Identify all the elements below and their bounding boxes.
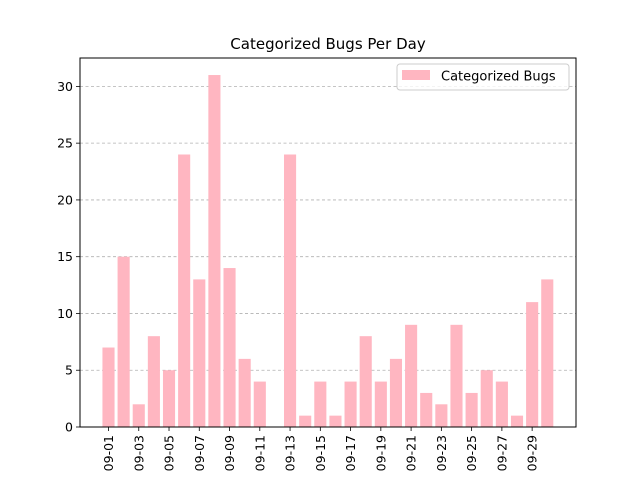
bar [359, 336, 372, 427]
bar [329, 415, 342, 427]
bar [344, 381, 357, 427]
bar [374, 381, 387, 427]
bar [495, 381, 508, 427]
y-tick-label: 10 [57, 306, 73, 321]
x-tick-label: 09-17 [343, 435, 358, 471]
bar [450, 324, 463, 427]
x-tick-label: 09-01 [101, 435, 116, 471]
bar [147, 336, 160, 427]
bar [132, 404, 145, 427]
bar [162, 370, 176, 427]
bar [510, 415, 524, 427]
x-tick-label: 09-19 [373, 435, 388, 471]
bar [405, 324, 418, 427]
legend-swatch [402, 70, 430, 80]
x-tick-label: 09-09 [222, 435, 237, 471]
bar [314, 381, 327, 427]
bar [299, 415, 312, 427]
bar [435, 404, 448, 427]
chart-title: Categorized Bugs Per Day [230, 35, 426, 53]
y-tick-label: 20 [57, 192, 73, 207]
y-axis: 0 5 10 15 20 25 30 [57, 79, 80, 435]
y-tick-label: 25 [57, 136, 73, 151]
grid-lines [80, 85, 576, 371]
bar [208, 75, 221, 428]
bar [253, 381, 266, 427]
x-tick-label: 09-27 [494, 435, 509, 471]
axes-frame [79, 57, 577, 428]
bar [193, 279, 206, 427]
legend-box [396, 63, 570, 91]
x-tick-label: 09-21 [404, 435, 419, 471]
bars [102, 75, 554, 428]
bar [284, 154, 297, 427]
bar [541, 279, 554, 427]
x-tick-label: 09-11 [252, 435, 267, 471]
bar [178, 154, 191, 427]
bar [238, 358, 251, 427]
x-tick-label: 09-23 [434, 435, 449, 471]
x-tick-label: 09-03 [131, 435, 146, 471]
y-tick-label: 15 [57, 249, 73, 264]
legend: Categorized Bugs [396, 63, 570, 91]
y-tick-label: 30 [57, 79, 73, 94]
bar [389, 358, 403, 427]
x-tick-label: 09-29 [525, 435, 540, 471]
bar [526, 302, 539, 427]
x-tick-label: 09-25 [464, 435, 479, 471]
bar [102, 347, 115, 427]
y-tick-label: 5 [65, 363, 73, 378]
bar [117, 256, 130, 427]
bar [480, 370, 493, 427]
bar [223, 268, 236, 427]
legend-label: Categorized Bugs [441, 70, 556, 85]
x-axis: 09-01 09-03 09-05 09-07 09-09 09-11 09-13 09-15… [101, 427, 540, 471]
bar [465, 392, 478, 427]
x-tick-label: 09-07 [192, 435, 207, 471]
x-tick-label: 09-05 [162, 435, 177, 471]
y-tick-label: 0 [65, 420, 73, 435]
x-tick-label: 09-13 [283, 435, 298, 471]
bar [420, 392, 433, 427]
x-tick-label: 09-15 [313, 435, 328, 471]
